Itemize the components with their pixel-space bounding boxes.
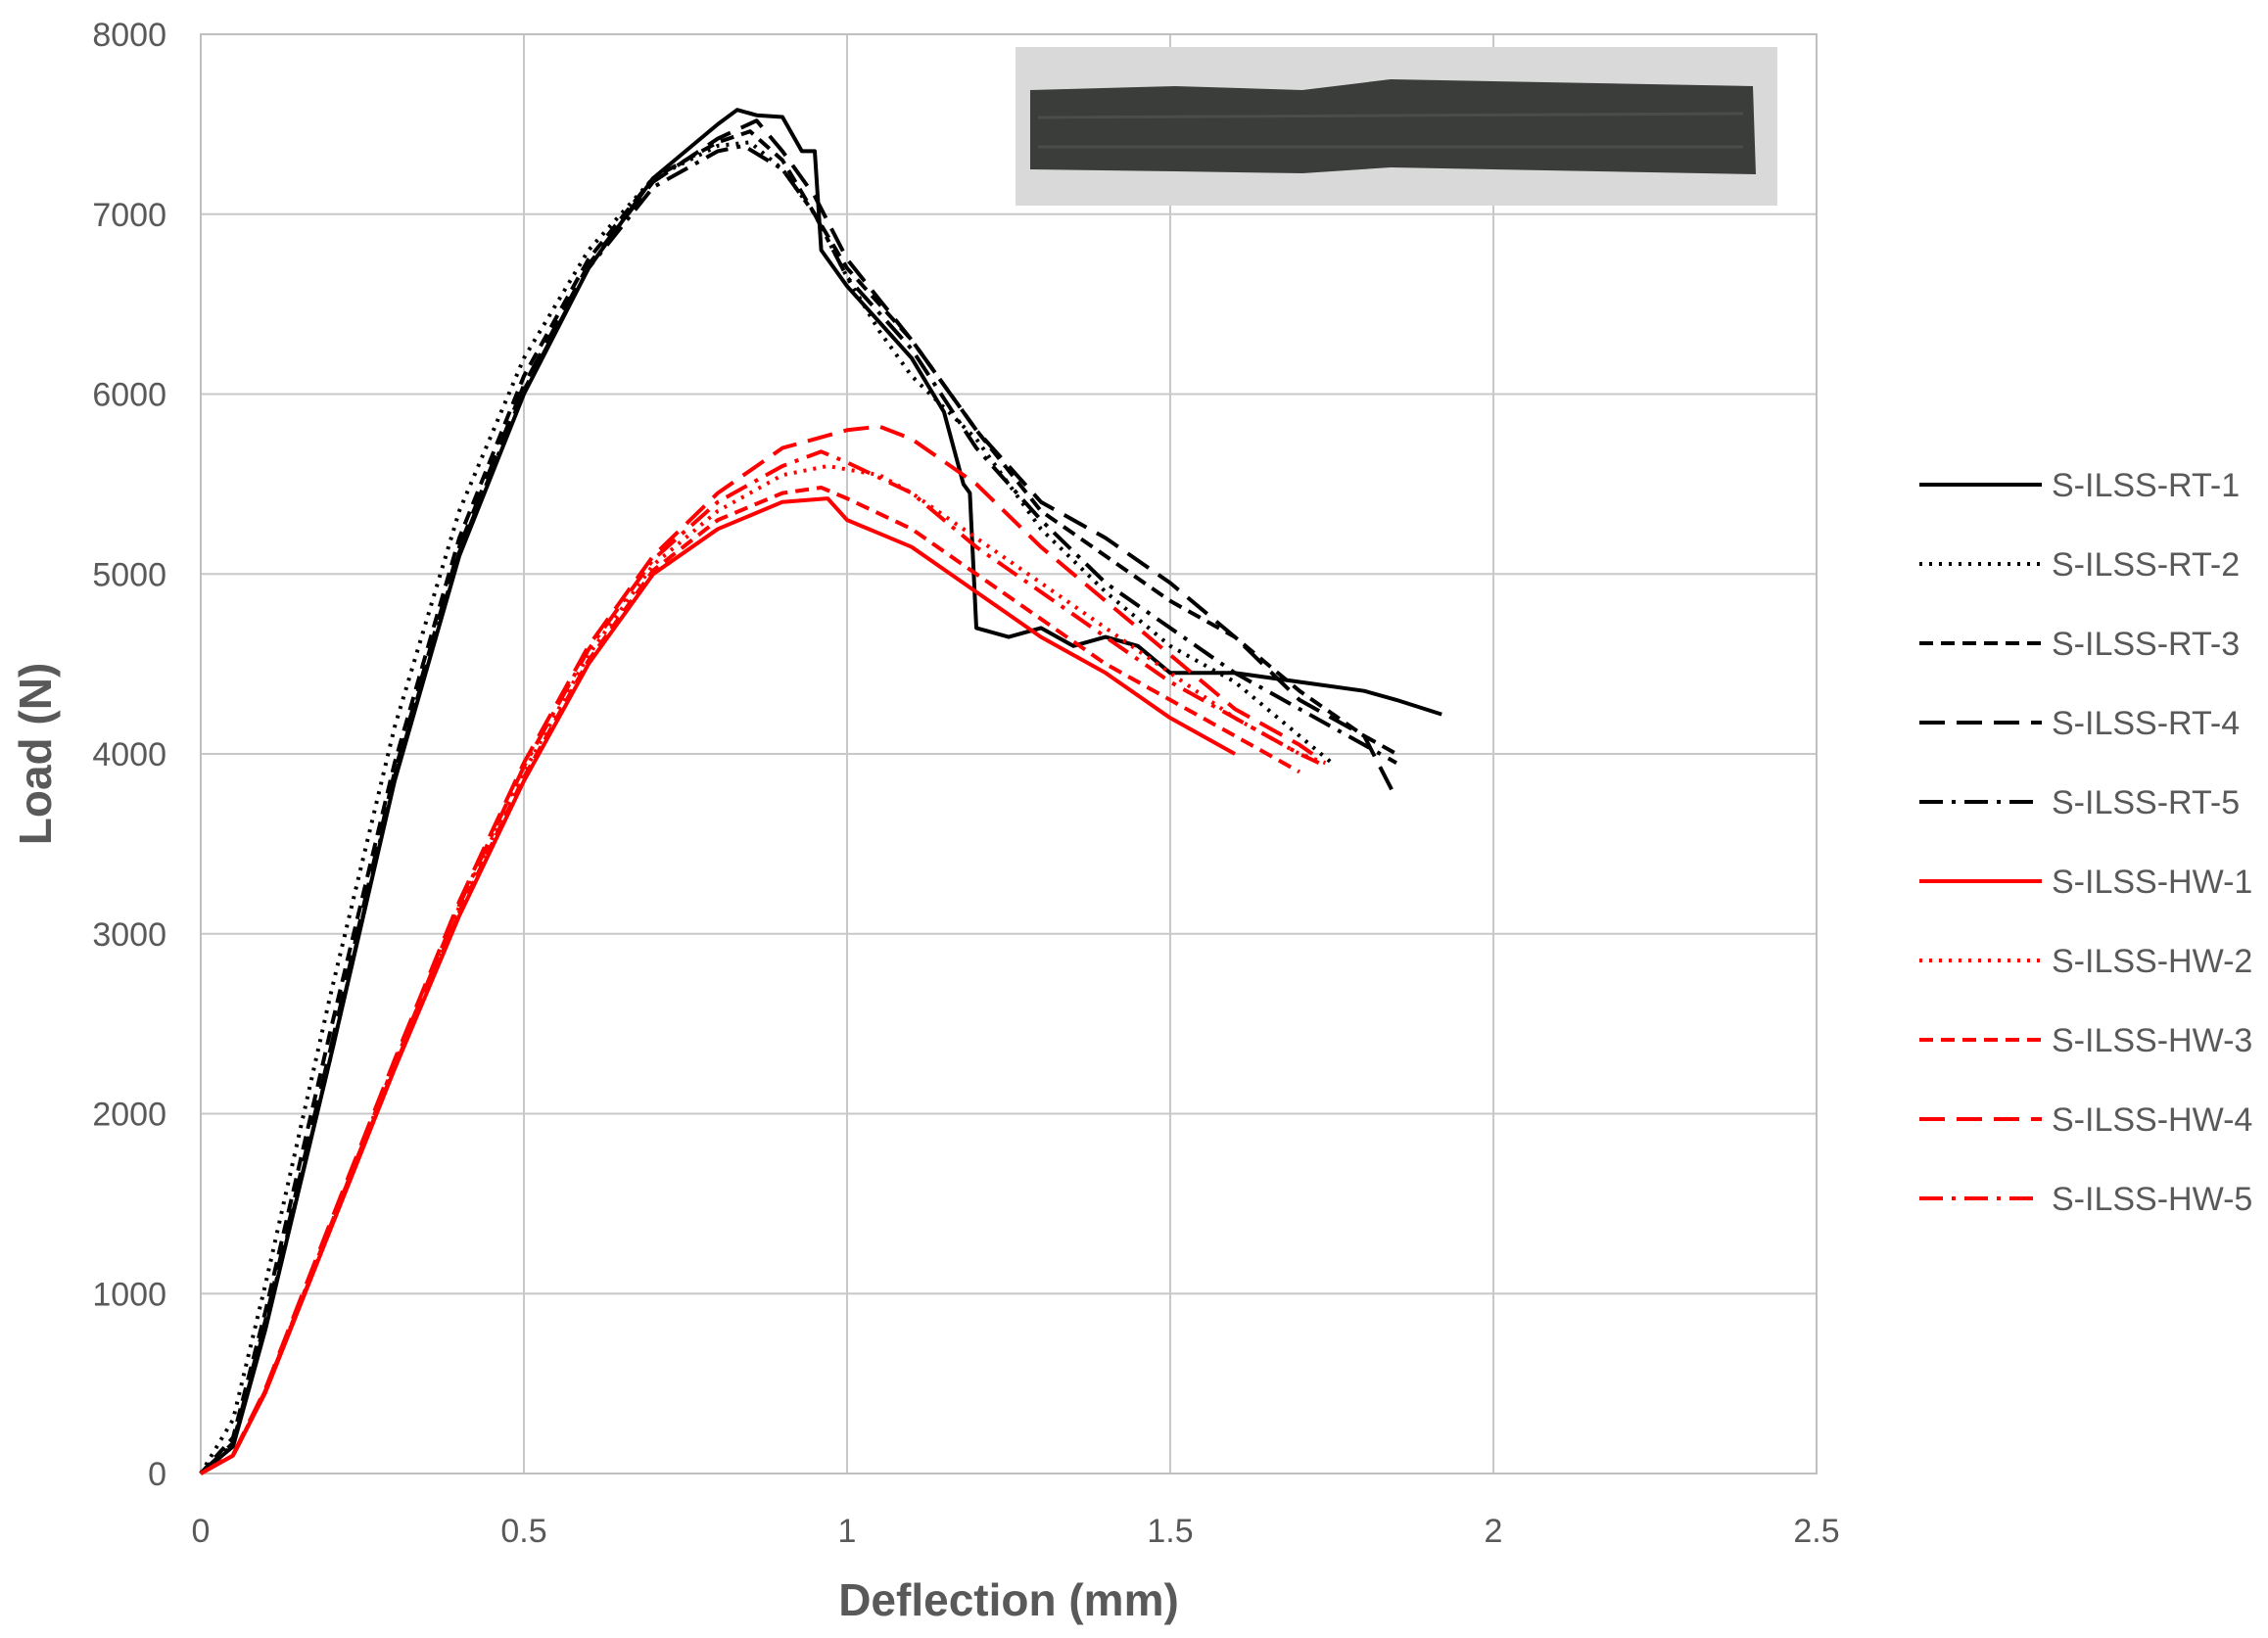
y-tick-label: 6000 bbox=[92, 377, 166, 414]
x-tick-label: 1 bbox=[838, 1513, 857, 1550]
legend-label: S-ILSS-HW-5 bbox=[2052, 1181, 2252, 1218]
y-tick-label: 5000 bbox=[92, 556, 166, 593]
x-tick-label: 2 bbox=[1485, 1513, 1503, 1550]
x-tick-labels: 0 0.5 1 1.5 2 2.5 bbox=[192, 1513, 1840, 1550]
series-line-s-ilss-hw-4 bbox=[199, 424, 1314, 1475]
y-tick-label: 4000 bbox=[92, 736, 166, 773]
y-tick-label: 8000 bbox=[92, 17, 166, 54]
legend-label: S-ILSS-RT-4 bbox=[2052, 705, 2240, 742]
x-tick-label: 1.5 bbox=[1147, 1513, 1193, 1550]
series-layer bbox=[199, 108, 1442, 1475]
x-tick-label: 2.5 bbox=[1793, 1513, 1839, 1550]
series-line-s-ilss-hw-2 bbox=[200, 464, 1327, 1475]
y-axis-title: Load (N) bbox=[10, 663, 61, 846]
legend-label: S-ILSS-HW-3 bbox=[2052, 1022, 2252, 1059]
series-line-s-ilss-hw-5 bbox=[200, 449, 1320, 1475]
x-axis-title: Deflection (mm) bbox=[838, 1574, 1179, 1625]
y-tick-label: 2000 bbox=[92, 1097, 166, 1134]
series-line-s-ilss-rt-5 bbox=[199, 143, 1397, 1475]
series-line-s-ilss-rt-3 bbox=[199, 129, 1397, 1475]
y-tick-label: 1000 bbox=[92, 1276, 166, 1313]
x-tick-label: 0 bbox=[192, 1513, 211, 1550]
series-line-s-ilss-hw-3 bbox=[200, 486, 1300, 1475]
series-line-s-ilss-rt-2 bbox=[199, 140, 1334, 1475]
specimen-photo-inset bbox=[1016, 47, 1777, 206]
legend-label: S-ILSS-HW-4 bbox=[2052, 1101, 2252, 1139]
legend-label: S-ILSS-HW-1 bbox=[2052, 864, 2252, 901]
y-tick-label: 0 bbox=[148, 1456, 166, 1493]
legend-label: S-ILSS-RT-2 bbox=[2052, 546, 2240, 584]
y-tick-label: 7000 bbox=[92, 197, 166, 234]
legend-label: S-ILSS-RT-3 bbox=[2052, 626, 2240, 663]
x-tick-label: 0.5 bbox=[500, 1513, 546, 1550]
y-tick-labels: 0 1000 2000 3000 4000 5000 6000 7000 8000 bbox=[92, 17, 166, 1493]
legend-label: S-ILSS-RT-1 bbox=[2052, 467, 2240, 504]
legend-label: S-ILSS-HW-2 bbox=[2052, 943, 2252, 980]
series-line-s-ilss-rt-4 bbox=[199, 118, 1398, 1475]
plot-area bbox=[200, 33, 1818, 1474]
legend-label: S-ILSS-RT-5 bbox=[2052, 784, 2240, 821]
y-tick-label: 3000 bbox=[92, 916, 166, 954]
grid-lines bbox=[200, 33, 1818, 1474]
legend: S-ILSS-RT-1 S-ILSS-RT-2 S-ILSS-RT-3 S-ILSS-… bbox=[1919, 467, 2252, 1218]
